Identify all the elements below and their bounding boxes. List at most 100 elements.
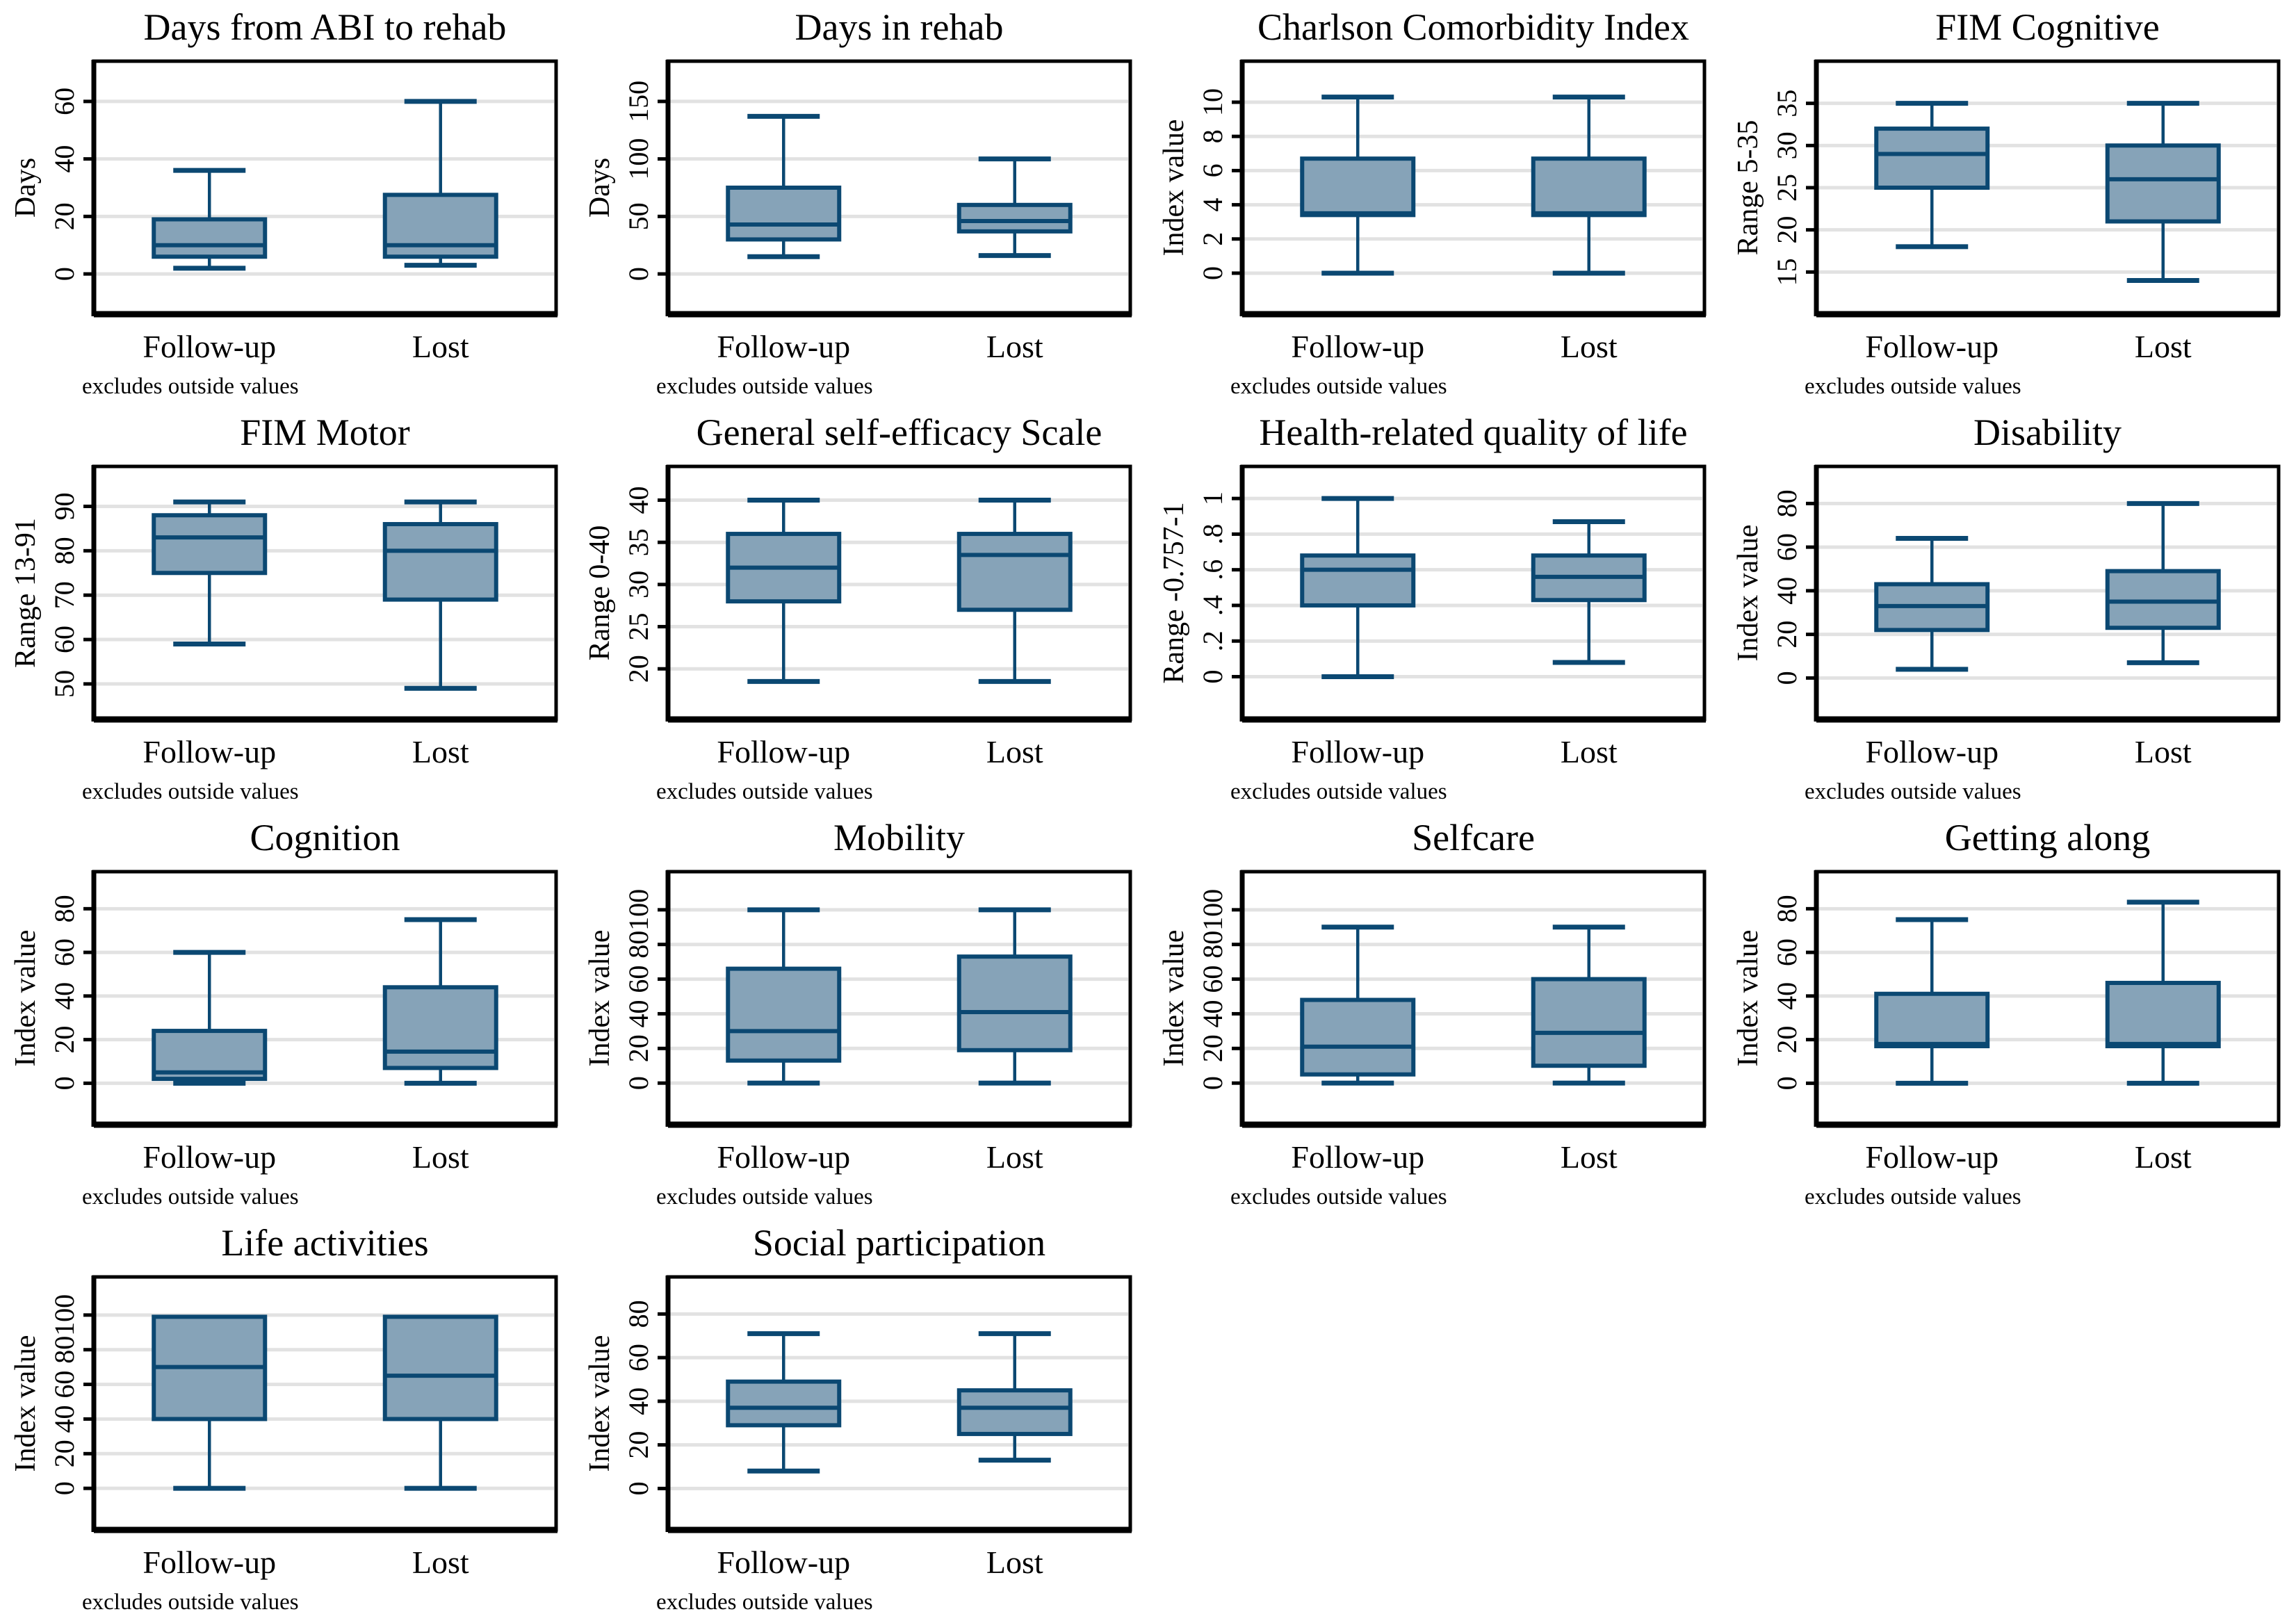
y-tick-label: 100 (49, 1294, 80, 1336)
excludes-note: excludes outside values (1230, 1184, 1447, 1209)
y-tick-label: 60 (49, 938, 80, 966)
y-tick-label: .4 (1197, 595, 1228, 616)
y-tick-label: 40 (623, 1000, 654, 1027)
y-axis-title: Index value (1732, 524, 1764, 661)
y-tick-label: 20 (49, 202, 80, 230)
category-label-follow-up: Follow-up (1865, 1139, 1998, 1175)
y-tick-label: 100 (623, 889, 654, 931)
chart-health-related-quality-of-life: 0 .2 .4 .6 .8 1 Range -0.757-1 Health-related q… (1148, 405, 1723, 810)
y-axis-title: Range 0-40 (584, 526, 616, 661)
excludes-note: excludes outside values (1805, 374, 2021, 399)
y-tick-label: 20 (1771, 216, 1802, 244)
y-tick-label: 50 (49, 670, 80, 698)
y-tick-label: 40 (1197, 1000, 1228, 1027)
y-tick-label: 40 (623, 487, 654, 514)
excludes-note: excludes outside values (656, 1184, 873, 1209)
iqr-box (382, 985, 498, 1070)
y-tick-label: 0 (1771, 1076, 1802, 1090)
iqr-box (382, 1314, 498, 1422)
y-tick-label: 25 (623, 613, 654, 641)
boxplot-svg: 0 20 40 60 80 Index value Cognition Follow-up Lo… (10, 817, 558, 1209)
excludes-note: excludes outside values (1805, 779, 2021, 804)
iqr-box (956, 1388, 1073, 1436)
category-label-lost: Lost (412, 734, 469, 769)
y-tick-label: 0 (49, 267, 80, 281)
y-tick-label: 60 (1197, 966, 1228, 993)
iqr-box (2105, 981, 2221, 1049)
category-label-lost: Lost (2135, 734, 2192, 769)
y-tick-label: 20 (49, 1440, 80, 1467)
iqr-box (382, 522, 498, 602)
iqr-box (726, 186, 842, 242)
y-tick-label: .6 (1197, 560, 1228, 580)
category-label-lost: Lost (986, 1545, 1043, 1580)
y-tick-label: 20 (49, 1026, 80, 1054)
iqr-box (956, 532, 1073, 612)
y-tick-label: 60 (623, 1344, 654, 1371)
y-tick-label: 8 (1197, 129, 1228, 143)
y-tick-label: 50 (623, 202, 654, 230)
category-label-lost: Lost (986, 734, 1043, 769)
y-tick-label: 20 (1197, 1034, 1228, 1062)
y-tick-label: 0 (49, 1481, 80, 1495)
category-label-follow-up: Follow-up (717, 734, 850, 769)
y-axis-title: Range 5-35 (1732, 120, 1764, 256)
category-label-follow-up: Follow-up (1291, 1139, 1424, 1175)
chart-days-from-abi-to-rehab: 0 20 40 60 Days Days from ABI to rehab Follow-… (0, 0, 574, 405)
box-lost (2105, 899, 2221, 1086)
boxplot-svg: 0 20 40 60 80 Index value Getting along Follow-… (1732, 817, 2281, 1209)
chart-charlson-comorbidity-index: 0 2 4 6 8 10 Index value Charlson Comorbidity I… (1148, 0, 1723, 405)
iqr-box (2105, 143, 2221, 224)
y-tick-label: 40 (49, 1405, 80, 1433)
y-axis-title: Range 13-91 (10, 518, 42, 668)
category-label-lost: Lost (412, 1139, 469, 1175)
plot-title: FIM Cognitive (1935, 6, 2160, 48)
box-follow-up (1874, 101, 1990, 250)
box-follow-up (1300, 924, 1416, 1086)
y-tick-label: 80 (623, 1300, 654, 1328)
y-axis-title: Days (584, 158, 616, 218)
category-label-lost: Lost (1561, 329, 1618, 364)
y-tick-label: 60 (1771, 938, 1802, 966)
plot-title: General self-efficacy Scale (697, 412, 1102, 453)
category-label-follow-up: Follow-up (1291, 329, 1424, 364)
iqr-box (1874, 991, 1990, 1049)
iqr-box (956, 954, 1073, 1052)
boxplot-svg: 0 .2 .4 .6 .8 1 Range -0.757-1 Health-related q… (1158, 412, 1707, 804)
y-tick-label: 150 (623, 81, 654, 122)
box-follow-up (152, 168, 268, 271)
box-follow-up (726, 113, 842, 259)
boxplot-svg: 0 50 100 150 Days Days in rehab Follow-up Lost e… (584, 6, 1132, 399)
box-lost (382, 1314, 498, 1491)
excludes-note: excludes outside values (656, 1590, 873, 1615)
y-tick-label: 0 (1771, 671, 1802, 685)
plot-title: Life activities (221, 1222, 428, 1264)
box-follow-up (726, 1331, 842, 1474)
box-follow-up (152, 1314, 268, 1491)
y-tick-label: 0 (623, 1076, 654, 1090)
iqr-box (1300, 553, 1416, 608)
box-follow-up (1874, 536, 1990, 672)
category-label-follow-up: Follow-up (717, 1139, 850, 1175)
y-tick-label: 10 (1197, 88, 1228, 116)
y-axis-title: Index value (1158, 929, 1190, 1066)
y-tick-label: 0 (623, 1481, 654, 1495)
boxplot-svg: 0 20 40 60 Days Days from ABI to rehab Follow-… (10, 6, 558, 399)
category-label-follow-up: Follow-up (1865, 734, 1998, 769)
iqr-box (1531, 156, 1647, 218)
category-label-lost: Lost (2135, 329, 2192, 364)
box-lost (382, 917, 498, 1086)
box-lost (956, 156, 1073, 259)
category-label-lost: Lost (412, 329, 469, 364)
chart-social-participation: 0 20 40 60 80 Index value Social participation… (574, 1216, 1148, 1621)
chart-fim-motor: 50 60 70 80 90 Range 13-91 FIM Motor Follow-up L… (0, 405, 574, 810)
y-tick-label: 60 (49, 88, 80, 115)
box-lost (1531, 924, 1647, 1086)
plot-title: Selfcare (1412, 817, 1535, 858)
iqr-box (1300, 997, 1416, 1077)
plot-title: Health-related quality of life (1259, 412, 1687, 453)
